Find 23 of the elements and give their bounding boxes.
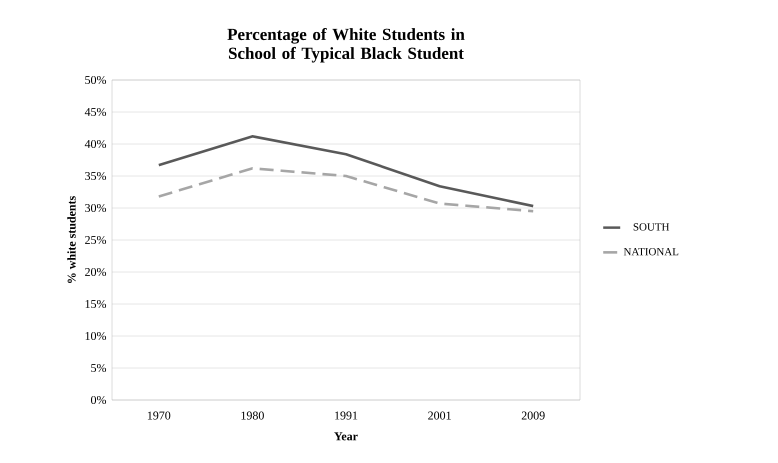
- x-tick-label: 2009: [522, 412, 545, 420]
- y-axis-title: % white students: [67, 196, 76, 283]
- y-tick-label: 15%: [86, 300, 106, 308]
- y-tick-label: 45%: [84, 108, 106, 116]
- line-series: [158, 167, 535, 212]
- y-tick-label: 0%: [91, 396, 106, 404]
- y-tick-label: 35%: [85, 172, 106, 180]
- legend-label: SOUTH: [634, 223, 670, 231]
- legend-label: NATIONAL: [624, 248, 678, 256]
- x-tick-label: 1970: [148, 412, 170, 420]
- y-tick-label: 40%: [84, 140, 106, 148]
- x-tick-label: 2001: [428, 412, 451, 420]
- y-tick-label: 5%: [91, 364, 106, 372]
- y-tick-label: 30%: [85, 204, 106, 212]
- y-tick-label: 20%: [85, 268, 106, 276]
- y-tick-label: 10%: [86, 332, 106, 340]
- x-axis-title: Year: [334, 432, 358, 440]
- y-tick-label: 25%: [85, 236, 106, 244]
- x-tick-label: 1991: [335, 412, 358, 420]
- chart-title: Percentage of White Students in School of Typical Black Student: [227, 28, 465, 62]
- y-tick-label: 50%: [85, 76, 106, 84]
- line-series: [158, 135, 535, 208]
- x-tick-label: 1980: [241, 412, 264, 420]
